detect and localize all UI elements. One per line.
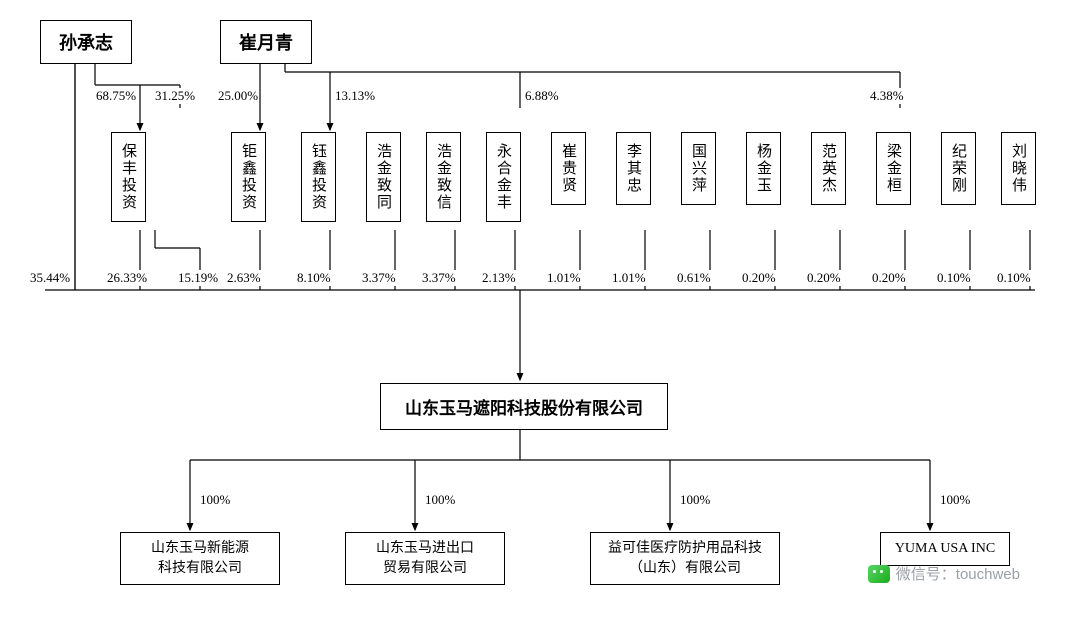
shareholder-pct-13: 0.10%	[997, 270, 1031, 286]
subsidiary-box-0: 山东玉马新能源科技有限公司	[120, 532, 280, 585]
shareholder-pct-8: 0.61%	[677, 270, 711, 286]
subsidiary-box-2: 益可佳医疗防护用品科技（山东）有限公司	[590, 532, 780, 585]
shareholder-pct-9: 0.20%	[742, 270, 776, 286]
pct-31-25: 31.25%	[155, 88, 195, 104]
subsidiary-pct-3: 100%	[940, 492, 970, 508]
shareholder-box-13: 刘晓伟	[1001, 132, 1036, 205]
subsidiary-pct-2: 100%	[680, 492, 710, 508]
shareholder-pct-2: 8.10%	[297, 270, 331, 286]
subsidiary-box-3: YUMA USA INC	[880, 532, 1010, 566]
wechat-watermark: 微信号：touchweb	[868, 563, 1020, 584]
owner-sun: 孙承志	[40, 20, 132, 64]
subsidiary-box-1: 山东玉马进出口贸易有限公司	[345, 532, 505, 585]
pct-25-00: 25.00%	[218, 88, 258, 104]
shareholder-box-10: 范英杰	[811, 132, 846, 205]
shareholder-pct-0: 26.33%	[107, 270, 147, 286]
pct-35-44: 35.44%	[30, 270, 70, 286]
shareholder-box-12: 纪荣刚	[941, 132, 976, 205]
shareholder-pct-10: 0.20%	[807, 270, 841, 286]
shareholder-box-5: 永合金丰	[486, 132, 521, 222]
pct-15-19: 15.19%	[178, 270, 218, 286]
shareholder-pct-11: 0.20%	[872, 270, 906, 286]
shareholder-box-3: 浩金致同	[366, 132, 401, 222]
wechat-icon	[868, 565, 890, 583]
shareholder-pct-6: 1.01%	[547, 270, 581, 286]
shareholder-pct-5: 2.13%	[482, 270, 516, 286]
shareholder-pct-4: 3.37%	[422, 270, 456, 286]
shareholder-box-1: 钜鑫投资	[231, 132, 266, 222]
subsidiary-pct-0: 100%	[200, 492, 230, 508]
subsidiary-pct-1: 100%	[425, 492, 455, 508]
shareholder-box-8: 国兴萍	[681, 132, 716, 205]
shareholder-pct-3: 3.37%	[362, 270, 396, 286]
pct-13-13: 13.13%	[335, 88, 375, 104]
shareholder-box-0: 保丰投资	[111, 132, 146, 222]
shareholder-box-6: 崔贵贤	[551, 132, 586, 205]
shareholder-box-4: 浩金致信	[426, 132, 461, 222]
owner-cui: 崔月青	[220, 20, 312, 64]
shareholder-pct-12: 0.10%	[937, 270, 971, 286]
shareholder-box-7: 李其忠	[616, 132, 651, 205]
shareholder-box-2: 钰鑫投资	[301, 132, 336, 222]
shareholder-pct-7: 1.01%	[612, 270, 646, 286]
shareholder-box-11: 梁金桓	[876, 132, 911, 205]
shareholder-pct-1: 2.63%	[227, 270, 261, 286]
pct-4-38: 4.38%	[870, 88, 904, 104]
pct-68-75: 68.75%	[96, 88, 136, 104]
main-company: 山东玉马遮阳科技股份有限公司	[380, 383, 668, 430]
pct-6-88: 6.88%	[525, 88, 559, 104]
shareholder-box-9: 杨金玉	[746, 132, 781, 205]
watermark-text: 微信号：touchweb	[896, 563, 1020, 584]
